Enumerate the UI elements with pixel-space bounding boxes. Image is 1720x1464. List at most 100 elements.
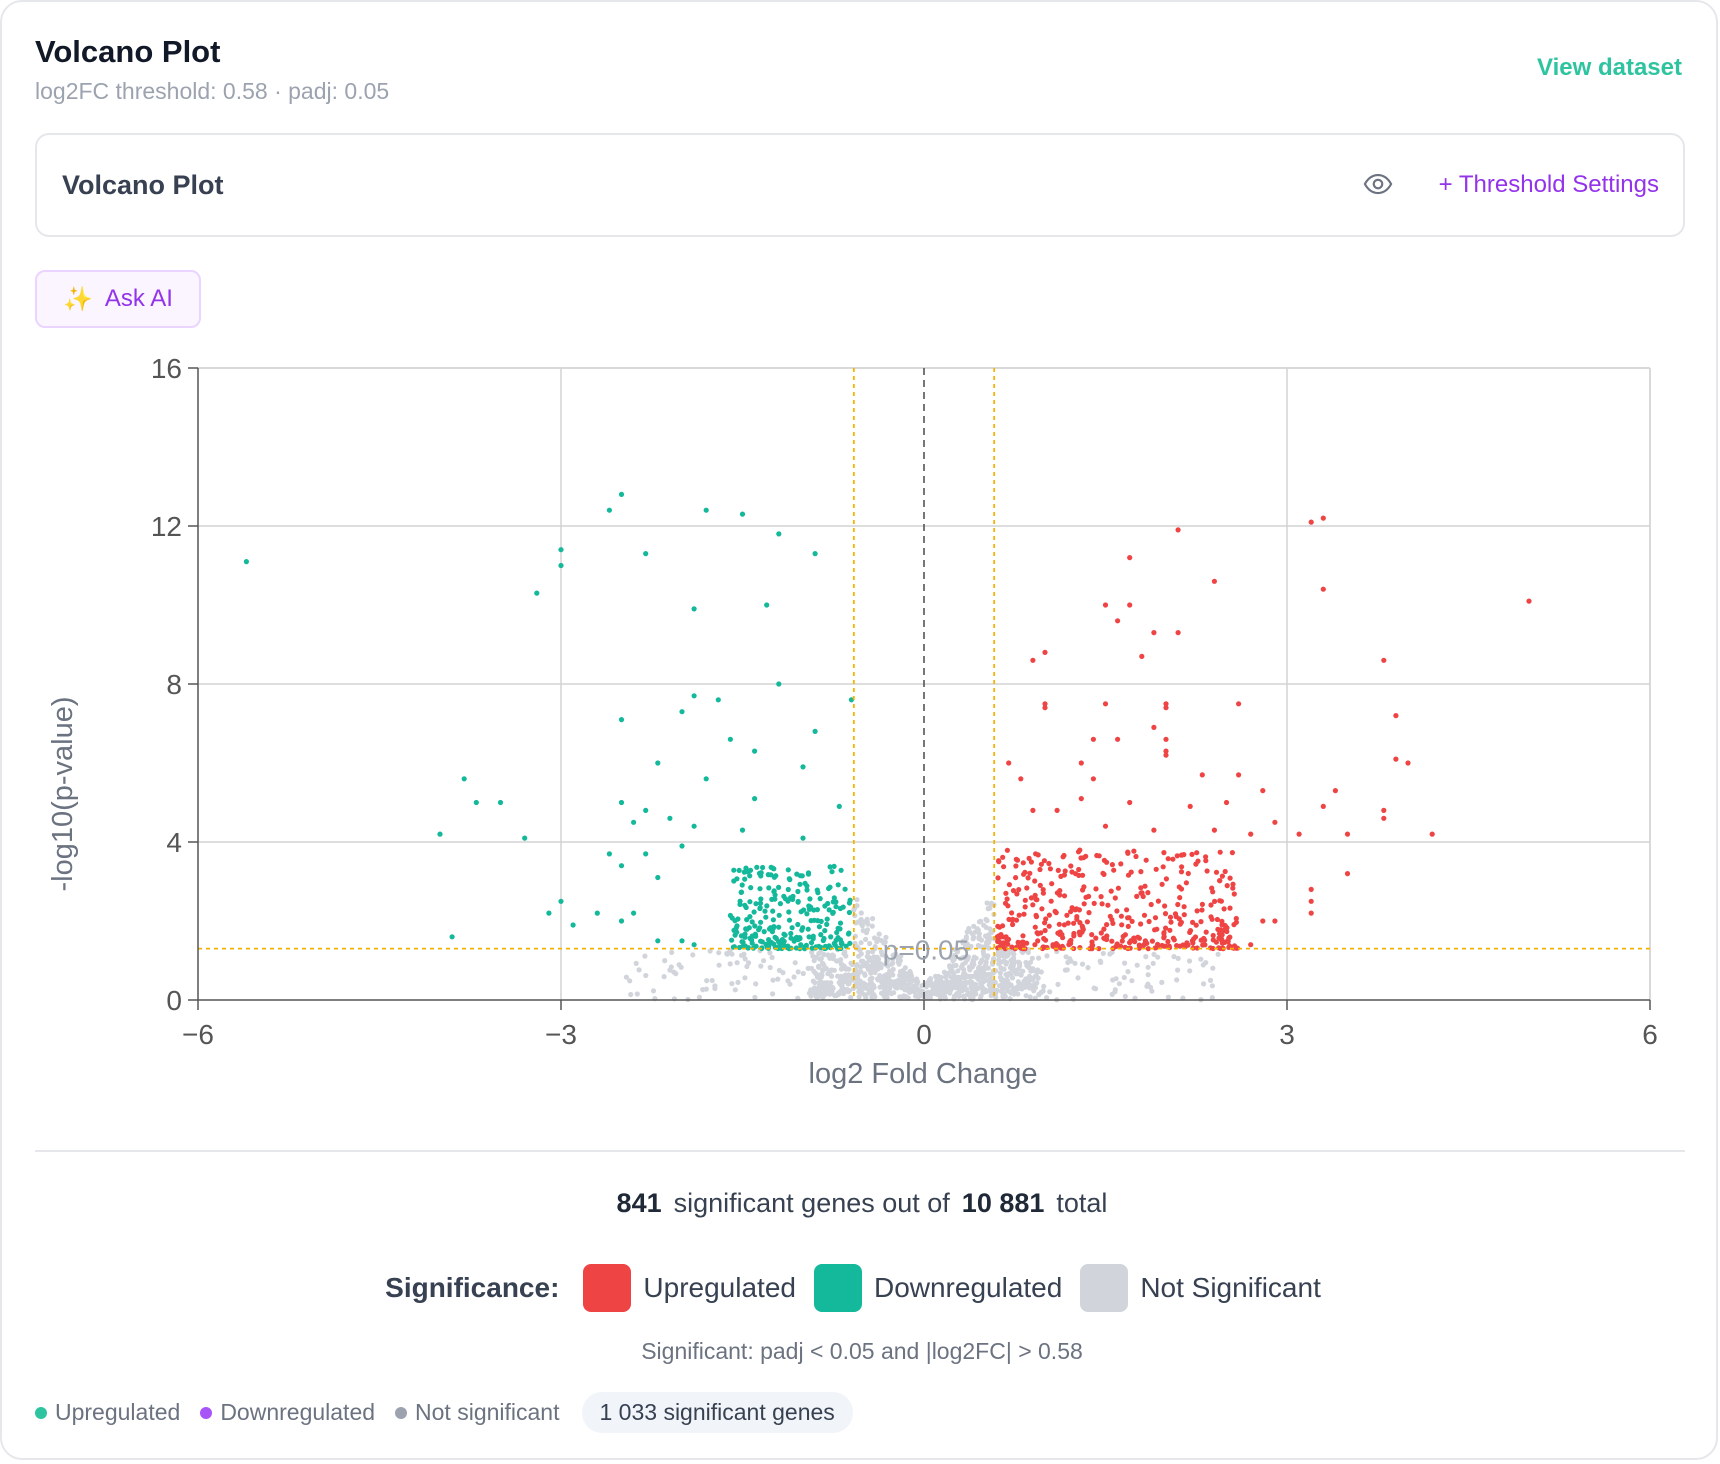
down-point [739,511,746,517]
threshold-settings-button[interactable]: + Threshold Settings [1438,171,1659,198]
ns-point [902,993,909,1000]
ns-point [1027,982,1033,988]
down-point [769,929,776,935]
ns-point [965,979,971,986]
up-point [1129,918,1135,925]
down-point [742,943,748,949]
legend-item-downregulated[interactable]: Downregulated [813,1264,1062,1312]
down-point [703,507,709,513]
up-point [1102,701,1109,707]
ns-point [1091,985,1097,991]
down-point [743,904,749,911]
down-point [618,918,625,924]
down-point [546,910,552,916]
ns-point [785,978,791,984]
up-point [1000,854,1006,860]
up-point [1181,852,1187,858]
ns-point [954,980,961,986]
ns-point [1001,984,1007,990]
ns-point [806,990,813,996]
up-point [1096,946,1102,952]
ns-point [843,953,849,959]
ns-point [864,927,871,933]
up-point [1131,848,1137,854]
down-point [754,864,760,870]
summary-text-mid: significant genes out of [673,1188,950,1218]
up-point [1139,653,1145,659]
up-point [1224,883,1230,889]
ns-point [633,960,639,967]
up-point [1043,937,1049,943]
ns-point [1023,959,1029,966]
down-point [741,869,747,875]
up-point [1052,908,1058,915]
up-point [1204,868,1210,874]
down-point [752,923,758,929]
ns-point [623,974,630,980]
up-point [1009,917,1015,923]
ns-point [898,979,904,985]
legend-item-not-significant[interactable]: Not Significant [1080,1264,1321,1312]
down-point [764,903,770,909]
up-point [1018,776,1024,782]
ns-point [1109,949,1115,955]
up-point [1115,885,1121,891]
up-point [1199,901,1205,908]
down-point [594,910,600,916]
ns-point [892,979,899,985]
ns-point [838,973,844,979]
legend-item-upregulated[interactable]: Upregulated [583,1264,796,1312]
down-point [793,935,799,942]
up-point [1114,908,1120,914]
up-point [1086,910,1092,916]
legend-label: Upregulated [643,1272,796,1303]
view-dataset-link[interactable]: View dataset [1537,54,1682,81]
ns-point [957,984,963,990]
up-point [1076,872,1082,879]
ns-point [1121,974,1127,981]
ns-point [933,974,940,980]
ask-ai-button[interactable]: ✨ Ask AI [35,270,201,328]
ns-point [727,961,733,967]
ns-point [984,900,990,906]
up-point [1089,939,1095,945]
down-point [497,799,504,806]
ns-point [1151,951,1157,958]
ns-point [1067,956,1073,962]
up-point [1046,923,1052,929]
down-point [798,942,804,948]
down-point [738,889,744,896]
eye-icon[interactable] [1363,169,1393,199]
ns-point [842,987,849,993]
ns-point [885,974,891,980]
ns-point [1079,961,1086,967]
down-point [437,831,443,837]
ns-point [927,982,933,988]
down-point [837,905,844,912]
down-point [449,934,455,940]
ns-point [696,994,703,1000]
ns-point [868,970,874,976]
ns-point [829,952,836,958]
ns-point [820,994,826,1000]
down-point [806,903,812,909]
ns-point [935,991,941,998]
ns-point [943,979,949,985]
down-point [739,882,745,888]
ns-point [742,975,748,981]
ns-point [976,919,983,925]
up-point [1021,911,1027,917]
up-point [1098,930,1104,936]
down-point [570,922,576,928]
down-point [848,697,855,703]
up-point [1194,908,1200,914]
ns-point [876,931,882,937]
down-point [845,931,852,937]
ns-point [954,991,960,997]
ns-point [874,939,880,945]
up-point [1194,850,1200,856]
up-point [1000,923,1006,929]
up-point [1001,864,1007,870]
ns-point [835,990,841,996]
ns-point [729,981,735,987]
